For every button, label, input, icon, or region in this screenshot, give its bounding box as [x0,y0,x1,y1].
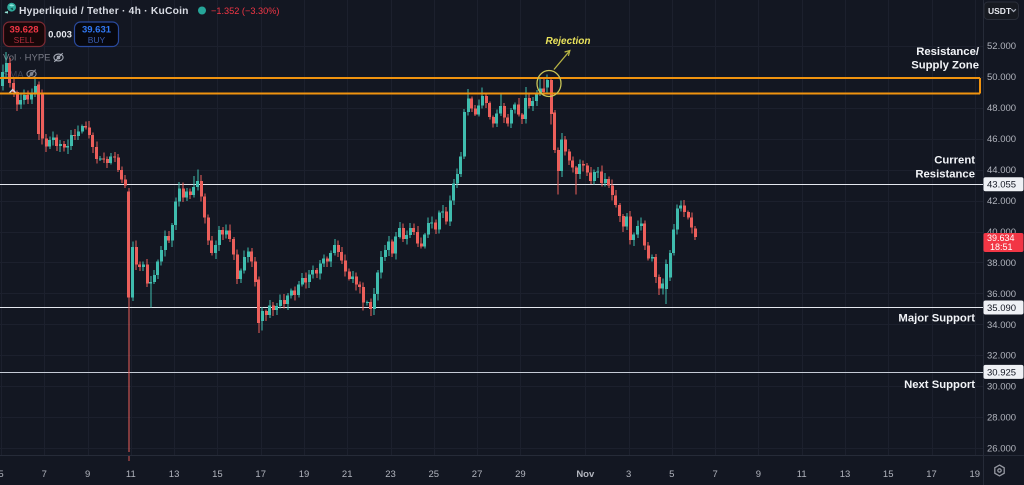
svg-text:52.000: 52.000 [987,41,1016,52]
svg-text:48.000: 48.000 [987,103,1016,114]
svg-text:17: 17 [926,469,937,480]
svg-text:50.000: 50.000 [987,72,1016,83]
svg-text:SELL: SELL [14,35,35,45]
svg-text:11: 11 [126,469,136,480]
svg-text:46.000: 46.000 [987,134,1016,145]
svg-text:36.000: 36.000 [987,289,1016,300]
svg-text:BUY: BUY [88,35,106,45]
svg-text:19: 19 [299,469,310,480]
svg-text:5: 5 [0,469,4,480]
svg-text:SMA: SMA [3,70,24,81]
svg-text:26.000: 26.000 [987,444,1016,455]
svg-text:USDT: USDT [988,6,1012,16]
svg-text:28.000: 28.000 [987,413,1016,424]
svg-text:34.000: 34.000 [987,320,1016,331]
svg-text:27: 27 [472,469,483,480]
svg-text:9: 9 [756,469,761,480]
svg-text:32.000: 32.000 [987,351,1016,362]
svg-text:35.090: 35.090 [987,303,1016,314]
svg-text:44.000: 44.000 [987,165,1016,176]
svg-text:40.000: 40.000 [987,227,1016,238]
svg-text:25: 25 [429,469,440,480]
svg-text:38.000: 38.000 [987,258,1016,269]
svg-text:29: 29 [515,469,526,480]
svg-text:3: 3 [626,469,631,480]
svg-text:15: 15 [212,469,223,480]
svg-text:39.634: 39.634 [987,233,1015,243]
svg-text:17: 17 [255,469,266,480]
svg-text:13: 13 [840,469,851,480]
svg-text:7: 7 [712,469,717,480]
svg-text:9: 9 [85,469,90,480]
svg-text:−1.352 (−3.30%): −1.352 (−3.30%) [211,6,279,16]
svg-text:42.000: 42.000 [987,196,1016,207]
svg-text:Vol · HYPE: Vol · HYPE [3,53,51,64]
svg-text:Hyperliquid / Tether · 4h · Ku: Hyperliquid / Tether · 4h · KuCoin [19,6,189,17]
svg-text:39.628: 39.628 [9,25,38,36]
svg-text:15: 15 [883,469,894,480]
svg-text:Current: Current [934,155,975,167]
svg-text:Resistance: Resistance [915,169,975,181]
svg-text:0.003: 0.003 [48,30,72,41]
svg-text:Supply Zone: Supply Zone [911,60,979,72]
svg-text:43.055: 43.055 [987,180,1016,191]
svg-text:39.631: 39.631 [82,25,112,36]
svg-text:18:51: 18:51 [990,242,1013,252]
svg-text:21: 21 [342,469,353,480]
svg-text:Rejection: Rejection [545,36,590,47]
svg-text:11: 11 [797,469,807,480]
svg-text:13: 13 [169,469,180,480]
svg-text:Major Support: Major Support [898,313,975,325]
svg-text:30.000: 30.000 [987,382,1016,393]
svg-text:23: 23 [385,469,396,480]
svg-text:Nov: Nov [576,469,595,480]
svg-text:30.925: 30.925 [987,367,1016,378]
svg-text:Resistance/: Resistance/ [916,46,980,58]
svg-text:5: 5 [669,469,674,480]
svg-text:19: 19 [970,469,981,480]
svg-text:7: 7 [42,469,47,480]
svg-text:Next Support: Next Support [904,379,975,391]
